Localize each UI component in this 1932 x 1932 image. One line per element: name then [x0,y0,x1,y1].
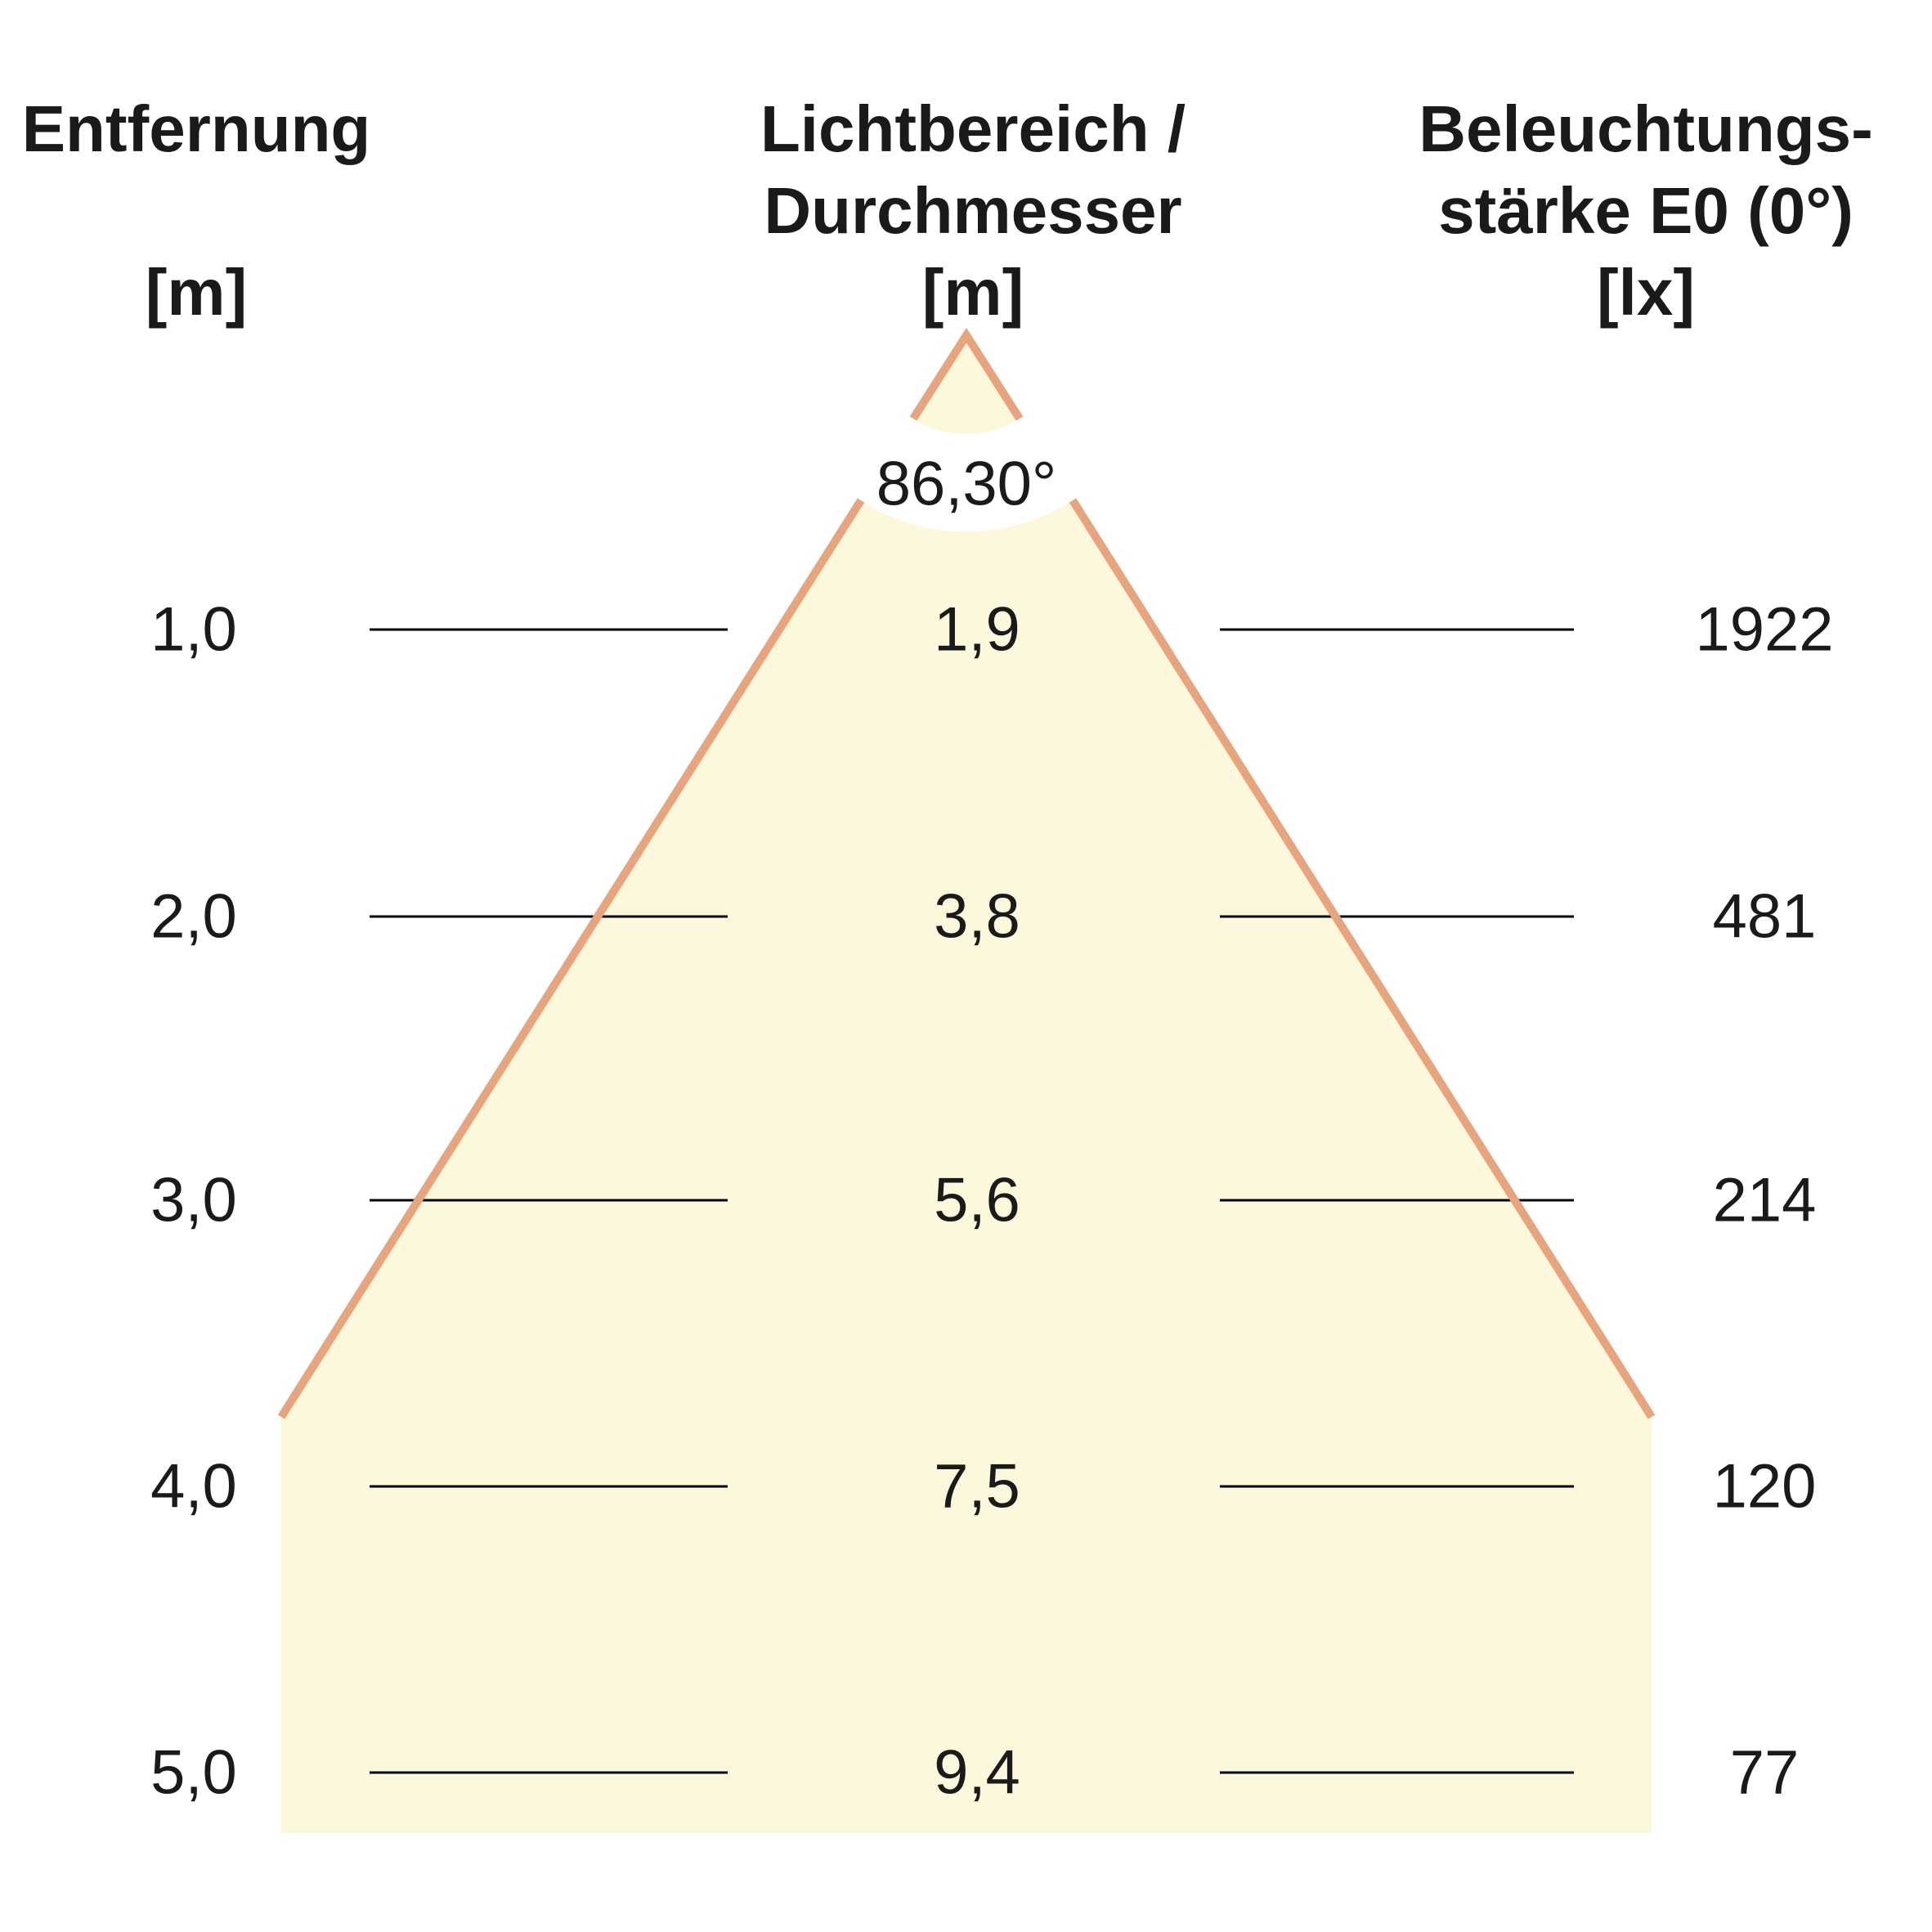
header-illuminance-unit: [lx] [1597,256,1695,329]
beam-angle-label: 86,30° [876,449,1057,519]
illuminance-value-1: 1922 [1695,594,1834,665]
distance-value-5: 5,0 [150,1737,237,1808]
header-diameter-unit: [m] [921,256,1024,329]
distance-value-3: 3,0 [150,1165,237,1235]
distance-value-4: 4,0 [150,1451,237,1522]
diameter-value-3: 5,6 [934,1165,1020,1235]
beam-apex-edge-stroke [909,327,1024,421]
illuminance-value-4: 120 [1712,1451,1817,1522]
beam-body-shape [281,500,1652,1833]
distance-value-1: 1,0 [150,594,237,665]
illuminance-value-3: 214 [1712,1165,1817,1235]
distance-value-2: 2,0 [150,881,237,952]
header-distance-title: Entfernung [21,92,371,165]
illuminance-value-5: 77 [1729,1737,1800,1808]
beam-apex-wedge-shape [913,335,1020,434]
header-diameter-title-line2: Durchmesser [764,174,1182,247]
illuminance-value-2: 481 [1712,881,1817,952]
header-illuminance-title-line2: stärke E0 (0°) [1438,174,1854,247]
diameter-value-5: 9,4 [934,1737,1020,1808]
beam-left-edge-stroke [277,498,865,1419]
header-diameter-title-line1: Lichtbereich / [760,92,1186,165]
beam-right-edge-stroke [1069,498,1656,1419]
diameter-value-4: 7,5 [934,1451,1020,1522]
header-illuminance-title-line1: Beleuchtungs- [1419,92,1873,165]
diameter-value-2: 3,8 [934,881,1020,952]
diameter-value-1: 1,9 [934,594,1020,665]
header-distance-unit: [m] [145,256,248,329]
